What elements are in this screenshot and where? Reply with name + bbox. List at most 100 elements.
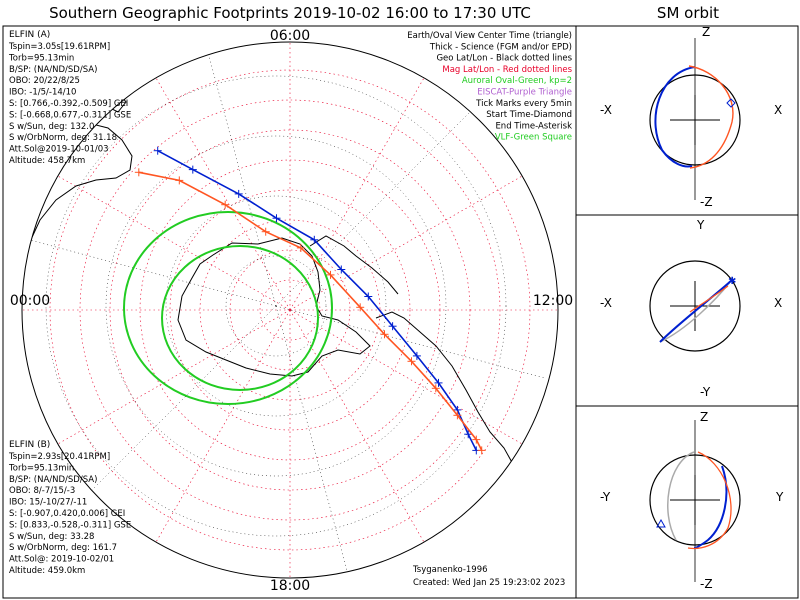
orbit-panel-xy: ✱ Y -Y -X X	[600, 218, 782, 399]
geo-lon-line	[203, 42, 277, 307]
info-line: S w/OrbNorm, deg: 161.7	[9, 543, 117, 553]
mag-lon-line	[289, 309, 426, 544]
model-credit: Tsyganenko-1996	[412, 565, 488, 575]
mag-lat-circle	[259, 279, 321, 341]
orbit-start-diamond	[726, 98, 736, 108]
legend: Earth/Oval View Center Time (triangle)Th…	[407, 31, 572, 143]
orbit-panel-yz: Z -Z -Y Y	[600, 410, 784, 591]
legend-entry: EISCAT-Purple Triangle	[477, 88, 572, 98]
orbit-axis-bottom-label: -Y	[700, 385, 711, 399]
orbit-track-b	[688, 65, 734, 169]
info-line: Att.Sol@2019-10-01/03	[9, 145, 109, 155]
geo-lat-circle	[105, 135, 447, 477]
geo-lon-line	[22, 233, 277, 307]
orbit-track-b	[689, 285, 729, 313]
orbit-axis-top-label: Z	[702, 25, 710, 39]
orbit-axis-top-label: Z	[700, 410, 708, 424]
orbit-panel-frame-2	[575, 214, 799, 407]
auroral-oval-inner	[161, 245, 319, 391]
orbit-view-triangle	[656, 518, 666, 528]
info-line: Tspin=2.93s[20.41RPM]	[8, 452, 110, 462]
legend-entry: Thick - Science (FGM and/or EPD)	[429, 42, 572, 52]
elfin-a-info: ELFIN (A) Tspin=3.05s[19.61RPM]Torb=95.1…	[8, 30, 131, 166]
created-credit: Created: Wed Jan 25 19:23:02 2023	[413, 578, 565, 588]
clock-label-bottom: 18:00	[270, 578, 310, 594]
info-line: B/SP: (NA/ND/SD/SA)	[9, 475, 97, 485]
orbit-axis-bottom-label: -Z	[700, 195, 713, 209]
chart-title: Southern Geographic Footprints 2019-10-0…	[49, 4, 531, 22]
orbit-axis-top-label: Y	[696, 218, 705, 232]
info-line: IBO: 15/-10/27/-11	[9, 498, 87, 508]
earth-outline	[649, 260, 741, 352]
info-line: Altitude: 458.7km	[9, 156, 85, 166]
legend-entry: End Time-Asterisk	[495, 121, 572, 131]
geo-lon-line	[275, 305, 547, 379]
info-line: S w/OrbNorm, deg: 31.18	[9, 133, 117, 143]
magnetic-grid	[22, 42, 558, 578]
earth-outline	[649, 454, 741, 546]
orbit-track-a	[654, 66, 696, 168]
orbit-track-a	[693, 465, 728, 549]
legend-entry: Auroral Oval-Green, kp=2	[462, 76, 572, 86]
geo-lat-circle	[45, 75, 507, 537]
orbit-axis-bottom-label: -Z	[700, 577, 713, 591]
legend-entry: Tick Marks every 5min	[475, 99, 572, 109]
orbit-axis-right-label: Y	[775, 490, 784, 504]
geographic-grid	[22, 42, 547, 577]
info-line: OBO: 8/-7/15/-3	[9, 486, 75, 496]
mag-lon-line	[154, 76, 291, 311]
legend-entry: Earth/Oval View Center Time (triangle)	[407, 31, 572, 41]
legend-entry: Start Time-Diamond	[486, 110, 572, 120]
orbit-panel-xz: Z -Z -X X	[600, 25, 782, 209]
legend-entry: Geo Lat/Lon - Black dotted lines	[436, 54, 572, 64]
footprint-tracks	[134, 146, 486, 455]
orbit-axis-left-label: -X	[600, 103, 612, 117]
info-line: Torb=95.13min	[8, 463, 74, 473]
legend-entry: VLF-Green Square	[495, 133, 572, 143]
info-line: S: [0.766,-0.392,-0.509] GEI	[9, 99, 128, 109]
mag-lon-line	[56, 174, 291, 311]
orbit-end-asterisk: ✱	[728, 276, 736, 287]
geo-lon-line	[77, 305, 277, 505]
mag-lat-circle	[79, 99, 501, 521]
geo-lat-circle	[225, 255, 327, 357]
earth-outline	[649, 74, 741, 166]
elfin-b-lines: Tspin=2.93s[20.41RPM]Torb=95.13min B/SP: …	[8, 452, 131, 576]
elfin-b-name: ELFIN (B)	[9, 440, 50, 450]
info-line: S w/Sun, deg: 33.28	[9, 532, 94, 542]
mag-lon-line	[289, 76, 426, 311]
info-line: OBO: 20/22/8/25	[9, 76, 80, 86]
antarctic-peninsula	[309, 235, 399, 295]
info-line: Altitude: 459.0km	[9, 566, 85, 576]
geo-lon-line	[275, 305, 349, 577]
auroral-oval-outer	[123, 211, 333, 405]
info-line: B/SP: (NA/ND/SD/SA)	[9, 65, 97, 75]
geo-lat-circle	[165, 195, 387, 417]
clock-label-left: 00:00	[10, 293, 50, 309]
elfin-a-name: ELFIN (A)	[9, 30, 50, 40]
orbit-axis-left-label: -X	[600, 296, 612, 310]
antarctica-coastline	[177, 237, 371, 377]
info-line: S: [-0.668,0.677,-0.311] GSE	[9, 110, 131, 120]
info-line: Att.Sol@: 2019-10-02/01	[9, 555, 114, 565]
orbit-title: SM orbit	[657, 4, 719, 22]
info-line: S: [-0.907,0.420,0.006] GEI	[9, 509, 125, 519]
mag-lon-line	[154, 309, 291, 544]
clock-label-right: 12:00	[533, 293, 573, 309]
orbit-track-b	[687, 451, 732, 550]
orbit-track-a	[659, 279, 733, 343]
info-line: S: [0.833,-0.528,-0.311] GSE	[9, 520, 131, 530]
info-line: IBO: -1/5/-14/10	[9, 88, 76, 98]
orbit-track-b-ghost	[667, 451, 695, 541]
geo-lon-line	[275, 107, 475, 307]
clock-label-top: 06:00	[270, 28, 310, 44]
info-line: Torb=95.13min	[8, 53, 74, 63]
elfin-b-info: ELFIN (B) Tspin=2.93s[20.41RPM]Torb=95.1…	[8, 440, 131, 576]
polar-map	[21, 41, 559, 579]
info-line: Tspin=3.05s[19.61RPM]	[8, 42, 110, 52]
orbit-axis-left-label: -Y	[600, 490, 611, 504]
mag-lon-line	[56, 309, 291, 446]
mag-lat-circle	[169, 189, 411, 431]
orbit-panel-frame-3	[575, 405, 799, 599]
